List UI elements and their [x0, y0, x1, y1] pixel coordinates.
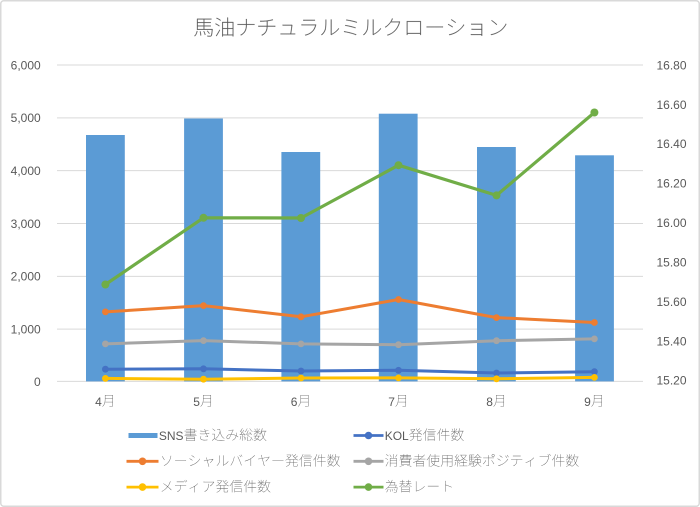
- svg-text:SNS: SNS: [159, 429, 184, 443]
- svg-text:2,000: 2,000: [11, 270, 41, 284]
- svg-text:15.20: 15.20: [657, 374, 687, 388]
- svg-text:6,000: 6,000: [11, 58, 41, 72]
- svg-text:3,000: 3,000: [11, 217, 41, 231]
- svg-text:8: 8: [486, 395, 493, 409]
- svg-text:5: 5: [193, 395, 200, 409]
- svg-text:6: 6: [291, 395, 298, 409]
- svg-text:16.80: 16.80: [657, 58, 687, 72]
- svg-text:16.40: 16.40: [657, 137, 687, 151]
- svg-text:16.60: 16.60: [657, 98, 687, 112]
- svg-text:9: 9: [584, 395, 591, 409]
- svg-text:5,000: 5,000: [11, 111, 41, 125]
- svg-text:15.60: 15.60: [657, 295, 687, 309]
- svg-text:KOL: KOL: [385, 429, 409, 443]
- svg-text:16.20: 16.20: [657, 177, 687, 191]
- svg-text:4: 4: [95, 395, 102, 409]
- svg-text:15.80: 15.80: [657, 255, 687, 269]
- svg-text:4,000: 4,000: [11, 164, 41, 178]
- svg-text:1,000: 1,000: [11, 323, 41, 337]
- svg-text:7: 7: [388, 395, 395, 409]
- svg-text:0: 0: [34, 375, 41, 389]
- svg-text:16.00: 16.00: [657, 216, 687, 230]
- svg-text:15.40: 15.40: [657, 334, 687, 348]
